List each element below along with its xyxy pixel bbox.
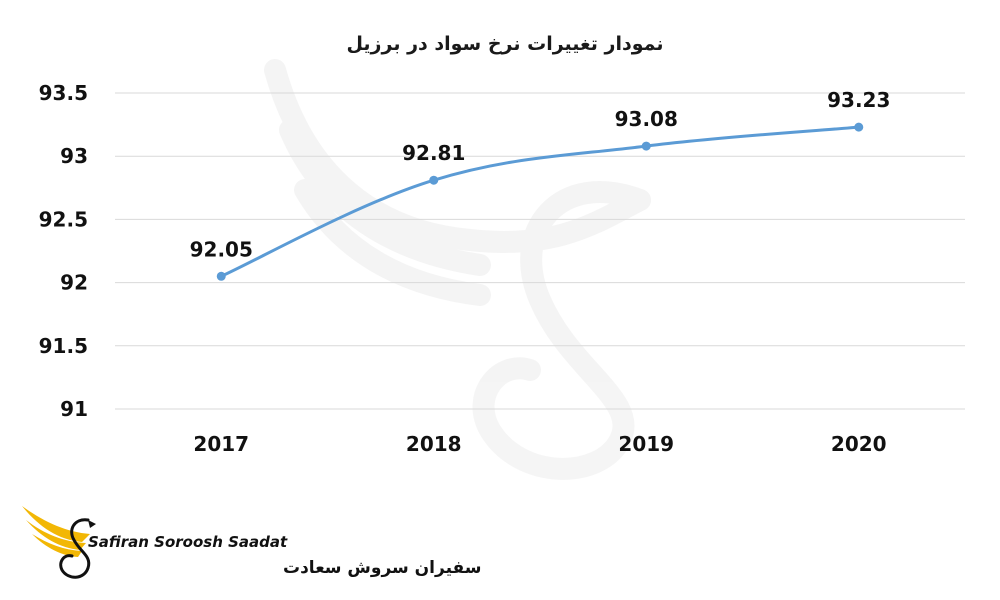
x-tick-label: 2017	[193, 432, 249, 456]
brand-name-fa: سفیران سروش سعادت	[283, 558, 481, 578]
chart-title: نمودار تغییرات نرخ سواد در برزیل	[346, 33, 663, 55]
data-label: 92.05	[190, 237, 253, 261]
brand-logo: Safiran Soroosh Saadat سفیران سروش سعادت	[22, 506, 481, 579]
data-point	[641, 141, 651, 151]
data-label: 92.81	[402, 141, 465, 165]
data-point	[216, 271, 226, 281]
winged-swan-icon	[22, 506, 96, 579]
y-tick-label: 92	[60, 271, 88, 295]
data-label: 93.23	[827, 88, 890, 112]
series	[216, 122, 864, 281]
y-tick-label: 91.5	[39, 334, 88, 358]
x-tick-label: 2020	[831, 432, 887, 456]
x-tick-label: 2018	[406, 432, 462, 456]
data-point	[429, 175, 439, 185]
watermark-swan-icon	[264, 59, 651, 480]
series-line	[219, 125, 861, 278]
y-tick-label: 93	[60, 144, 88, 168]
y-axis: 91 91.5 92 92.5 93 93.5	[39, 81, 88, 421]
data-label: 93.08	[615, 107, 678, 131]
x-axis: 2017 2018 2019 2020	[193, 432, 886, 456]
y-tick-label: 92.5	[39, 207, 88, 231]
data-labels: 92.05 92.81 93.08 93.23	[190, 88, 891, 261]
y-tick-label: 91	[60, 397, 88, 421]
data-point	[854, 122, 864, 132]
brand-name-en: Safiran Soroosh Saadat	[88, 533, 288, 551]
y-tick-label: 93.5	[39, 81, 88, 105]
x-tick-label: 2019	[618, 432, 674, 456]
grid	[115, 92, 965, 410]
